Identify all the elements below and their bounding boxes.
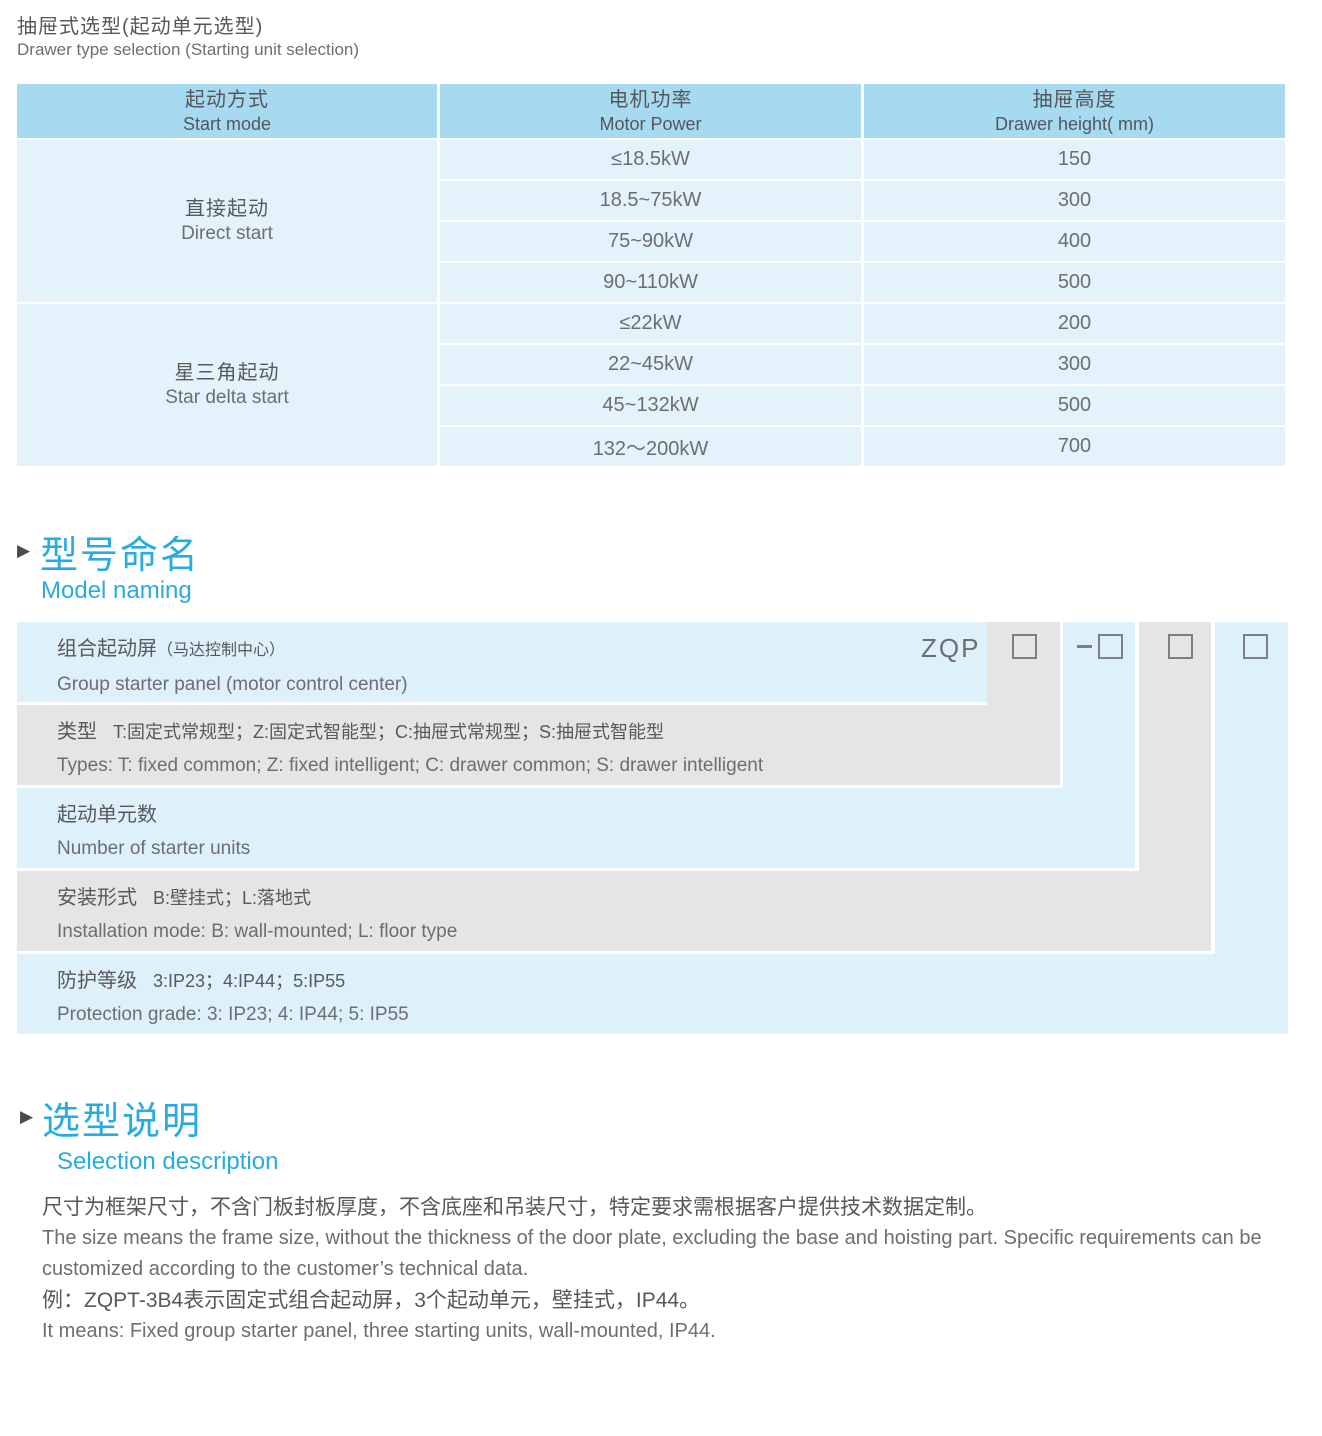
power-cell: 75~90kW [440, 222, 861, 261]
col-header-motor-power-zh: 电机功率 [608, 88, 693, 111]
page-title-en: Drawer type selection (Starting unit sel… [17, 40, 360, 59]
power-cell: 18.5~75kW [440, 181, 861, 220]
power-cell: ≤22kW [440, 304, 861, 343]
row3-label-en: Number of starter units [57, 838, 251, 859]
row3-label-zh: 起动单元数 [57, 804, 157, 826]
description-line: 尺寸为框架尺寸，不含门板封板厚度，不含底座和吊装尺寸，特定要求需根据客户提供技术… [42, 1196, 987, 1219]
power-cell: ≤18.5kW [440, 140, 861, 179]
row2-detail-zh: T:固定式常规型；Z:固定式智能型；C:抽屉式常规型；S:抽屉式智能型 [113, 722, 665, 742]
height-cell: 150 [864, 140, 1285, 179]
model-naming-row-installation: 安装形式 B:壁挂式；L:落地式 Installation mode: B: wa… [17, 871, 1211, 951]
height-cell: 700 [864, 427, 1285, 466]
col-header-drawer-height: 抽屉高度 Drawer height( mm) [864, 84, 1285, 138]
group-star-delta-en: Star delta start [165, 387, 289, 408]
model-naming-row-protection: 防护等级 3:IP23；4:IP44；5:IP55 Protection grad… [17, 954, 1288, 1034]
col-header-drawer-height-zh: 抽屉高度 [1032, 88, 1117, 111]
col-header-start-mode: 起动方式 Start mode [17, 84, 437, 138]
model-code-box-3 [1168, 634, 1193, 659]
col-header-motor-power: 电机功率 Motor Power [440, 84, 861, 138]
description-line: customized according to the customer’s t… [42, 1258, 529, 1280]
section-arrow-icon: ▶ [20, 1107, 34, 1126]
power-cell: 22~45kW [440, 345, 861, 384]
row1-label-en: Group starter panel (motor control cente… [57, 674, 408, 695]
row4-label-zh: 安装形式 [57, 887, 137, 909]
model-naming-row-types: 类型 T:固定式常规型；Z:固定式智能型；C:抽屉式常规型；S:抽屉式智能型 Ty… [17, 705, 1060, 785]
height-cell: 300 [864, 345, 1285, 384]
row2-label-zh: 类型 [57, 721, 97, 743]
row1-label-zh: 组合起动屏 [57, 638, 157, 660]
model-naming-title-en: Model naming [41, 577, 192, 604]
col-header-start-mode-zh: 起动方式 [185, 88, 269, 111]
model-code-prefix: ZQP [921, 633, 981, 663]
group-cell-star-delta-start: 星三角起动 Star delta start [17, 304, 437, 466]
selection-description-body: 尺寸为框架尺寸，不含门板封板厚度，不含底座和吊装尺寸，特定要求需根据客户提供技术… [42, 1192, 1297, 1347]
height-cell: 400 [864, 222, 1285, 261]
row2-label-en: Types: T: fixed common; Z: fixed intelli… [57, 755, 764, 776]
selection-description-title-zh: 选型说明 [42, 1101, 203, 1143]
group-direct-start-en: Direct start [181, 223, 273, 244]
selection-description-title-en: Selection description [57, 1148, 279, 1175]
power-cell: 90~110kW [440, 263, 861, 302]
model-naming-row-group-starter: 组合起动屏（马达控制中心） Group starter panel (motor… [17, 622, 987, 702]
height-cell: 300 [864, 181, 1285, 220]
row1-note-zh: （马达控制中心） [157, 642, 286, 659]
description-line: It means: Fixed group starter panel, thr… [42, 1320, 716, 1342]
page-title-zh: 抽屉式选型(起动单元选型) [17, 16, 264, 38]
model-code-box-1 [1012, 634, 1037, 659]
power-cell: 45~132kW [440, 386, 861, 425]
model-code-box-2 [1098, 634, 1123, 659]
group-star-delta-zh: 星三角起动 [174, 362, 280, 384]
row4-label-en: Installation mode: B: wall-mounted; L: f… [57, 921, 458, 942]
power-cell: 132～200kW [440, 427, 861, 466]
col-header-start-mode-en: Start mode [182, 113, 272, 134]
group-cell-direct-start: 直接起动 Direct start [17, 140, 437, 302]
row5-detail-zh: 3:IP23；4:IP44；5:IP55 [153, 971, 346, 991]
row5-label-en: Protection grade: 3: IP23; 4: IP44; 5: I… [57, 1004, 409, 1025]
model-code-box-4 [1243, 634, 1268, 659]
section-arrow-icon: ▶ [17, 541, 31, 560]
col-header-motor-power-en: Motor Power [599, 113, 702, 134]
height-cell: 500 [864, 263, 1285, 302]
description-line: 例：ZQPT-3B4表示固定式组合起动屏，3个起动单元，壁挂式，IP44。 [42, 1289, 701, 1312]
row4-detail-zh: B:壁挂式；L:落地式 [153, 888, 312, 908]
model-naming-title-zh: 型号命名 [40, 535, 201, 577]
model-naming-row-starter-units: 起动单元数 Number of starter units [17, 788, 1135, 868]
col-header-drawer-height-en: Drawer height( mm) [994, 113, 1155, 134]
description-line: The size means the frame size, without t… [42, 1227, 1262, 1249]
height-cell: 500 [864, 386, 1285, 425]
height-cell: 200 [864, 304, 1285, 343]
drawer-selection-table: 起动方式 Start mode 电机功率 Motor Power 抽屉高度 Dr… [17, 84, 1285, 466]
group-direct-start-zh: 直接起动 [185, 198, 269, 220]
row5-label-zh: 防护等级 [57, 970, 137, 992]
model-code-dash [1077, 645, 1092, 648]
